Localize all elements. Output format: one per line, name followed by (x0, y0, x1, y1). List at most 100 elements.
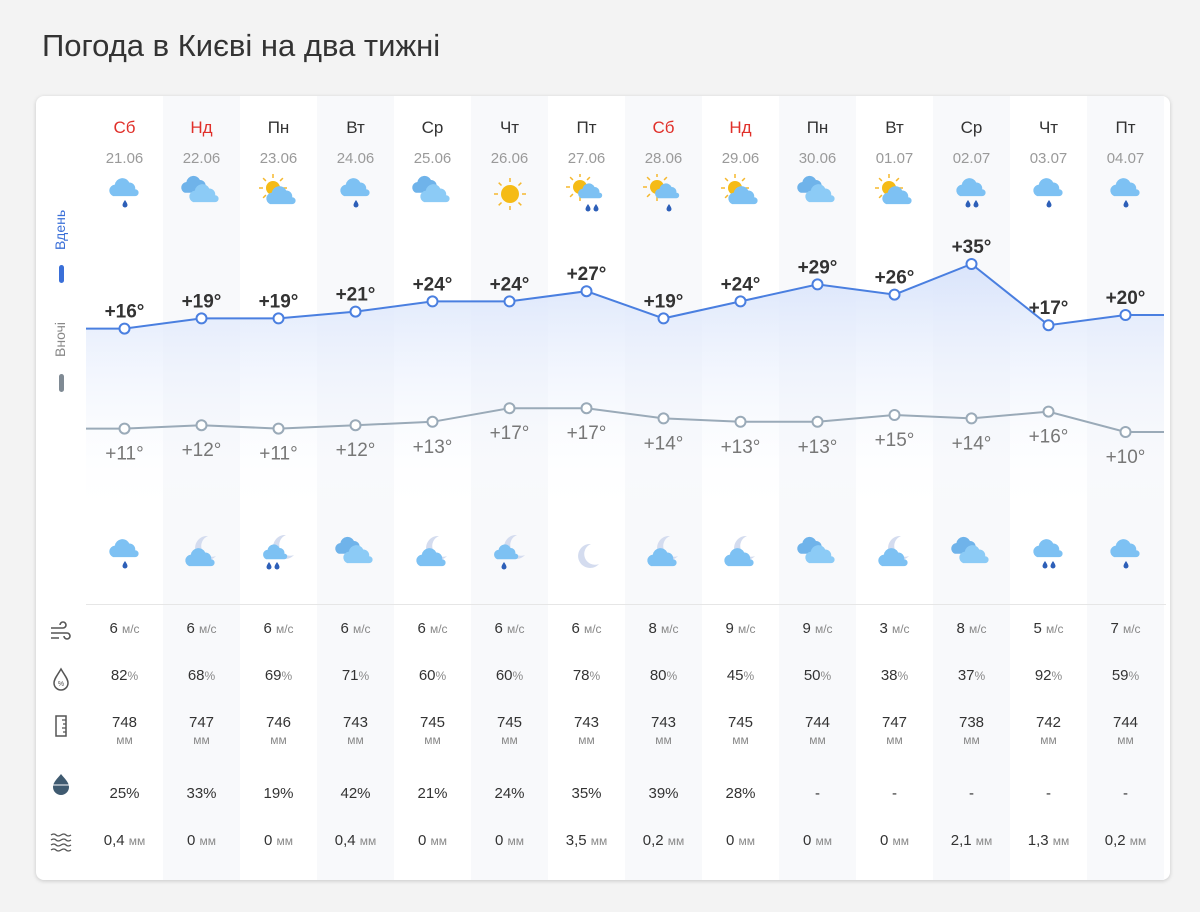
pressure-value: 744 мм (779, 714, 856, 748)
wind-value-number: 9 (802, 620, 811, 637)
day-temperature-label: +20° (1106, 288, 1146, 309)
sun-icon (493, 178, 526, 210)
pressure-icon (55, 715, 67, 737)
precip-probability-value-number: 28% (725, 785, 756, 802)
precip-probability-value-number: - (815, 785, 820, 802)
precip-probability-value: - (1010, 785, 1087, 802)
cloud-rain-1-icon (108, 539, 139, 569)
pressure-value-number: 743 (573, 714, 600, 731)
wind-value-number: 6 (340, 620, 349, 637)
unit-label: мм (578, 733, 595, 747)
night-point (503, 402, 516, 415)
pressure-value-number: 744 (1112, 714, 1139, 731)
unit-label: м/с (352, 622, 371, 636)
pressure-value: 743 мм (548, 714, 625, 748)
wind-value: 6 м/с (317, 620, 394, 637)
pressure-value: 743 мм (625, 714, 702, 748)
night-temperature-label: +12° (336, 440, 376, 461)
wind-value-number: 6 (263, 620, 272, 637)
precip-probability-value-number: 42% (340, 785, 371, 802)
day-name: Ср (421, 118, 444, 137)
humidity-value: 45% (702, 667, 779, 684)
wind-value: 6 м/с (86, 620, 163, 637)
unit-label: % (589, 669, 601, 683)
day-temperature-label: +27° (567, 264, 607, 285)
unit-label: мм (199, 834, 217, 848)
wind-value: 6 м/с (394, 620, 471, 637)
wind-value: 8 м/с (933, 620, 1010, 637)
night-temperature-label: +12° (182, 440, 222, 461)
cloud-rain-1-icon (339, 178, 370, 208)
precipitation-value-number: 0,4 (103, 832, 125, 849)
unit-label: % (897, 669, 909, 683)
unit-label: мм (963, 733, 980, 747)
night-point (657, 412, 670, 425)
humidity-value: 69% (240, 667, 317, 684)
day-date: 03.07 (1029, 150, 1068, 167)
precipitation-value: 0 мм (471, 832, 548, 849)
night-temperature-label: +14° (644, 433, 684, 454)
night-point (349, 419, 362, 432)
cloud-rain-1-icon (1109, 178, 1140, 208)
cloud-rain-2-icon (955, 178, 986, 208)
precip-probability-value: 28% (702, 785, 779, 802)
humidity-value: 50% (779, 667, 856, 684)
unit-label: мм (809, 733, 826, 747)
day-date: 25.06 (413, 150, 452, 167)
unit-label: м/с (1045, 622, 1064, 636)
unit-label: м/с (968, 622, 987, 636)
sun-cloud-icon (720, 174, 758, 205)
day-date: 27.06 (567, 150, 606, 167)
unit-label: м/с (660, 622, 679, 636)
day-name: Пт (1115, 118, 1136, 137)
day-temperature-label: +24° (490, 274, 530, 295)
pressure-value-number: 745 (419, 714, 446, 731)
day-date: 29.06 (721, 150, 760, 167)
day-date: 02.07 (952, 150, 991, 167)
unit-label: мм (359, 834, 377, 848)
day-date: 28.06 (644, 150, 683, 167)
day-area (86, 264, 1164, 520)
day-name: Чт (1038, 118, 1059, 137)
unit-label: мм (347, 733, 364, 747)
wind-value: 6 м/с (240, 620, 317, 637)
day-name: Вт (885, 118, 904, 137)
pressure-value: 745 мм (471, 714, 548, 748)
cloud-rain-1-icon (1032, 178, 1063, 208)
humidity-value-number: 71 (341, 667, 359, 684)
precip-probability-value-number: 24% (494, 785, 525, 802)
precipitation-value-number: 0,2 (642, 832, 664, 849)
unit-label: мм (1117, 733, 1134, 747)
cloud-rain-2-icon (1032, 539, 1063, 569)
sun-cloud-icon (258, 174, 296, 205)
night-temperature-label: +10° (1106, 447, 1146, 468)
unit-label: м/с (275, 622, 294, 636)
clouds-icon (411, 175, 450, 203)
day-name: Пн (806, 118, 829, 137)
humidity-value-number: 60 (495, 667, 513, 684)
precipitation-value: 0 мм (702, 832, 779, 849)
night-point (1119, 426, 1132, 438)
wind-value-number: 3 (879, 620, 888, 637)
pressure-value: 745 мм (394, 714, 471, 748)
precip-probability-value: 35% (548, 785, 625, 802)
moon-cloud-icon (184, 535, 216, 567)
wind-icon (51, 621, 71, 640)
precipitation-value: 0,4 мм (317, 832, 394, 849)
wind-value: 9 м/с (779, 620, 856, 637)
wind-value: 9 м/с (702, 620, 779, 637)
unit-label: % (820, 669, 832, 683)
day-name: Пт (576, 118, 597, 137)
day-name: Пн (267, 118, 290, 137)
humidity-value-number: 60 (418, 667, 436, 684)
night-temperature-label: +13° (721, 437, 761, 458)
day-point (580, 285, 593, 298)
wind-value: 6 м/с (548, 620, 625, 637)
precipitation-value-number: 0,4 (334, 832, 356, 849)
wind-value-number: 6 (417, 620, 426, 637)
day-temperature-label: +19° (644, 291, 684, 312)
unit-label: м/с (198, 622, 217, 636)
wind-value-number: 5 (1033, 620, 1042, 637)
pressure-value: 742 мм (1010, 714, 1087, 748)
wind-value-number: 7 (1110, 620, 1119, 637)
